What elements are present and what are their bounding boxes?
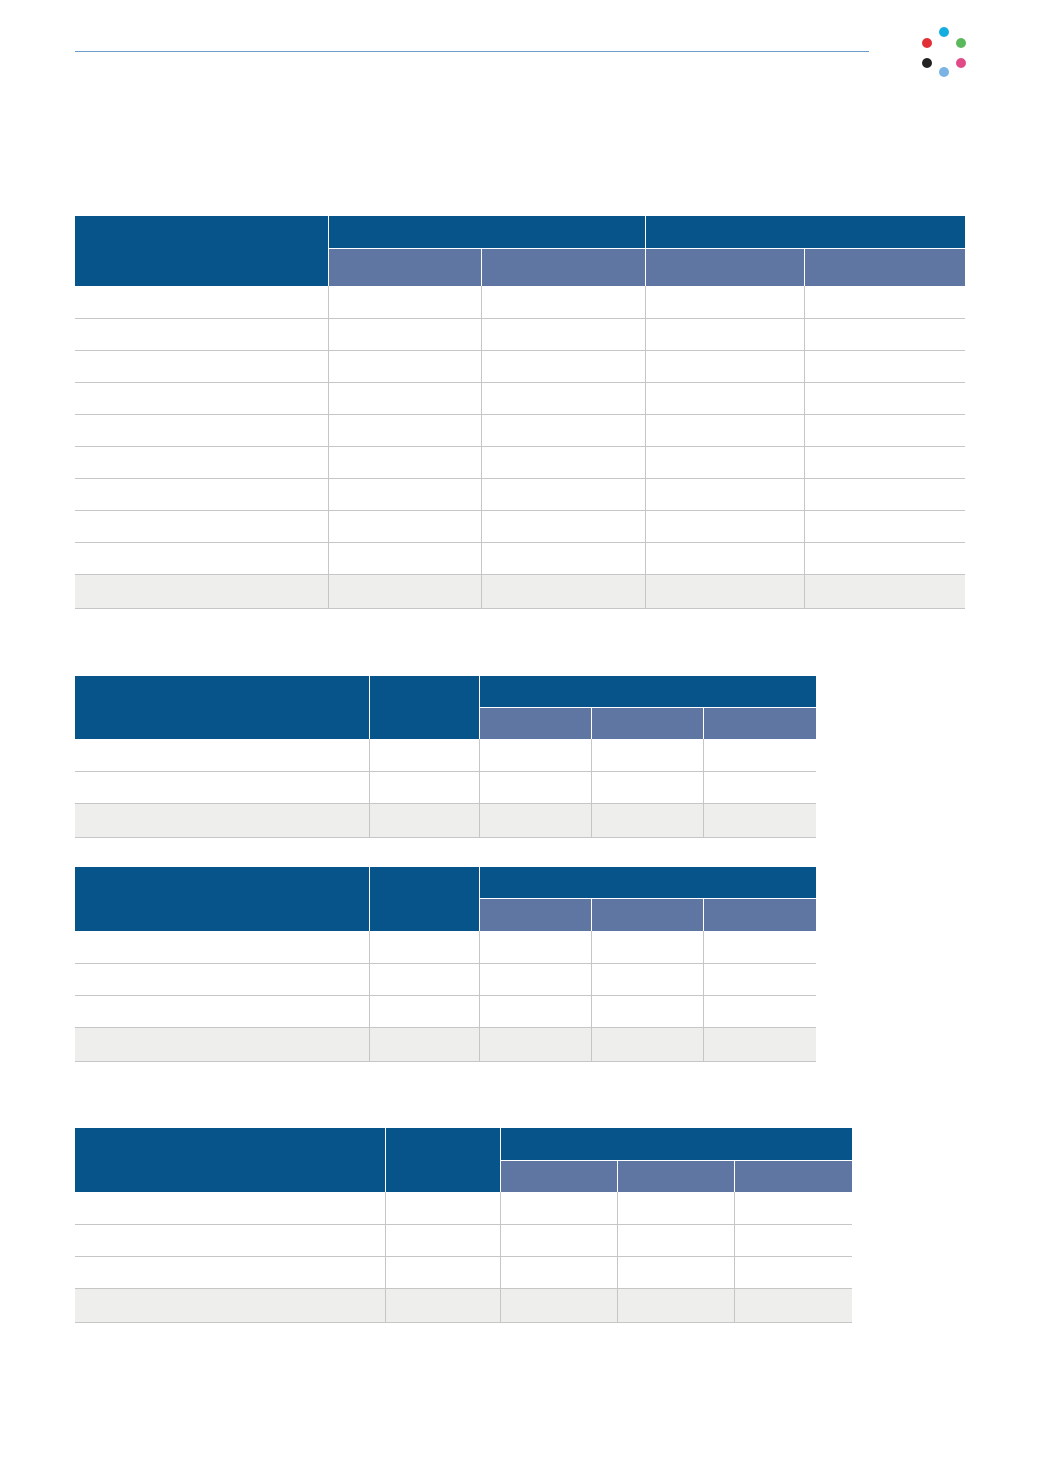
- table-row: [75, 286, 965, 319]
- table-row: [75, 1192, 853, 1225]
- table-subheader-cell: [481, 248, 646, 286]
- table-subheader-cell: [703, 707, 817, 739]
- table-4: [75, 1128, 853, 1323]
- dot-black-icon: [922, 58, 932, 68]
- table-subheader-cell: [591, 707, 704, 739]
- table-header-cell: [385, 1128, 501, 1192]
- table-total-row: [75, 574, 965, 609]
- header-rule: [75, 51, 869, 52]
- table-row: [75, 350, 965, 383]
- table-total-row: [75, 1027, 817, 1062]
- table-row: [75, 446, 965, 479]
- table-row: [75, 1224, 853, 1257]
- table-total-row: [75, 803, 817, 838]
- table-subheader-cell: [591, 898, 704, 931]
- table-row: [75, 510, 965, 543]
- table-row: [75, 739, 817, 772]
- table-header-group: [328, 216, 646, 249]
- table-subheader-cell: [617, 1160, 735, 1192]
- table-row: [75, 771, 817, 804]
- table-row: [75, 931, 817, 964]
- dot-pink-icon: [956, 58, 966, 68]
- table-subheader-cell: [703, 898, 817, 931]
- table-row: [75, 414, 965, 447]
- table-row: [75, 995, 817, 1028]
- dot-red-icon: [922, 38, 932, 48]
- table-total-row: [75, 1288, 853, 1323]
- table-subheader-cell: [479, 898, 592, 931]
- table-header-group: [479, 867, 817, 899]
- table-subheader-cell: [804, 248, 965, 286]
- table-subheader-cell: [734, 1160, 853, 1192]
- brand-logo: [916, 24, 972, 80]
- table-3: [75, 867, 817, 1062]
- table-row: [75, 318, 965, 351]
- table-1: [75, 216, 965, 609]
- table-header-cell: [75, 676, 370, 739]
- table-header-group: [500, 1128, 853, 1161]
- table-header-cell: [75, 1128, 386, 1192]
- table-header-cell: [369, 676, 480, 739]
- dot-green-icon: [956, 38, 966, 48]
- table-header-group: [645, 216, 965, 249]
- table-2: [75, 676, 817, 838]
- table-subheader-cell: [479, 707, 592, 739]
- dot-lightblue-icon: [939, 67, 949, 77]
- table-subheader-cell: [645, 248, 805, 286]
- table-header-group: [479, 676, 817, 708]
- dot-cyan-icon: [939, 27, 949, 37]
- table-header-cell: [75, 867, 370, 931]
- table-row: [75, 963, 817, 996]
- table-row: [75, 382, 965, 415]
- table-header-cell: [75, 216, 329, 286]
- table-row: [75, 478, 965, 511]
- table-subheader-cell: [500, 1160, 618, 1192]
- table-row: [75, 542, 965, 575]
- table-header-cell: [369, 867, 480, 931]
- table-subheader-cell: [328, 248, 482, 286]
- table-row: [75, 1256, 853, 1289]
